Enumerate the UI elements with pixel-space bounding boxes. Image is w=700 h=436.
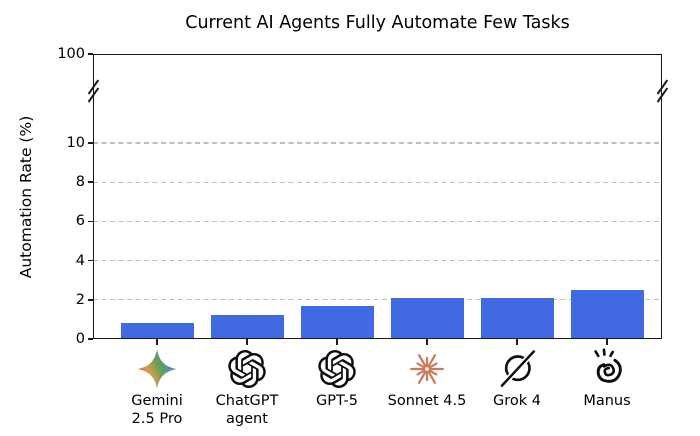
bar-manus [570,290,644,339]
category-label-line: 2.5 Pro [131,410,183,427]
x-tick-mark [606,339,608,345]
y-tick-mark [87,298,93,301]
y-axis-label: Automation Rate (%) [17,115,35,279]
y-tick-label: 6 [75,213,85,230]
y-tick-label: 10 [66,135,85,151]
grok-icon [499,349,537,389]
bar-gemini-2-5-pro [120,322,194,339]
category-label: GPT-5 [288,393,386,411]
gridline-2 [93,299,662,301]
category-label-line: GPT-5 [316,393,358,409]
category-icon-slot [405,347,449,391]
y-tick-label: 0 [75,331,85,347]
category-label: Grok 4 [468,393,566,411]
bar-gpt-5 [300,306,374,339]
x-tick-mark [516,339,518,345]
category-icon-slot [135,347,179,391]
x-tick-mark [336,339,338,345]
category-label-line: Manus [583,393,631,409]
x-tick-mark [246,339,248,345]
category-icon-slot [225,347,269,391]
openai-icon [318,350,356,388]
category-label-line: ChatGPT [215,393,279,409]
category-icon-slot [315,347,359,391]
x-tick-mark [426,339,428,345]
category-icon-slot [495,347,539,391]
y-tick-label: 4 [75,252,85,269]
category-label: Gemini 2.5 Pro [108,393,206,428]
category-label-line: agent [226,410,268,427]
bar-chatgpt-agent [210,314,284,339]
category-label-line: Grok 4 [493,393,541,409]
x-tick-mark [156,339,158,345]
y-tick-mark [87,142,93,144]
manus-hand-icon [594,348,622,383]
y-tick-mark [87,53,93,55]
gridline-6 [93,220,662,222]
gridline-4 [93,260,662,262]
category-icon-slot [585,347,629,391]
category-label-line: Gemini [131,393,183,409]
y-tick-label: 8 [75,174,85,191]
category-label: Sonnet 4.5 [378,393,476,411]
anthropic-starburst-icon [410,354,444,384]
category-label-line: Sonnet 4.5 [387,393,467,409]
category-label: ChatGPT agent [198,393,296,428]
y-tick-mark [87,259,93,262]
gemini-icon [137,349,177,389]
category-label: Manus [558,393,656,411]
chart-title: Current AI Agents Fully Automate Few Tas… [185,13,570,33]
y-tick-mark [87,338,93,340]
y-tick-label: 2 [75,291,85,308]
y-tick-mark [87,181,93,184]
bar-grok-4 [480,298,554,339]
y-tick-mark [87,220,93,223]
openai-icon [228,350,266,388]
bar-sonnet-4-5 [390,298,464,339]
gridline-10 [93,142,662,144]
y-tick-label: 100 [57,46,85,62]
gridline-8 [93,181,662,183]
